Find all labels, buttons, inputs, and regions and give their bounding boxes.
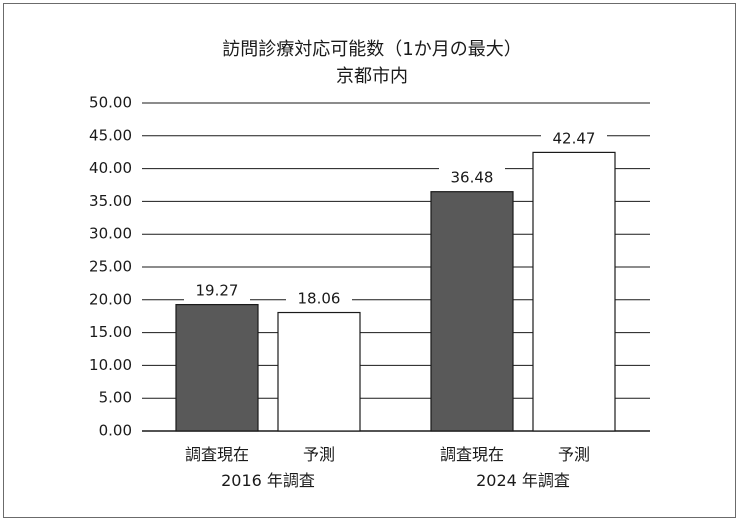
bar xyxy=(532,151,616,432)
y-tick-label: 10.00 xyxy=(89,356,132,374)
bar xyxy=(430,191,514,432)
data-label: 42.47 xyxy=(553,129,596,147)
y-tick-label: 35.00 xyxy=(89,192,132,210)
y-tick-label: 50.00 xyxy=(89,94,132,112)
y-tick-label: 45.00 xyxy=(89,126,132,144)
data-label: 36.48 xyxy=(451,169,494,187)
x-axis-labels: 調査現在 予測 2016 年調査 調査現在 予測 2024 年調査 xyxy=(185,445,590,490)
x-category-label: 調査現在 xyxy=(440,445,504,464)
x-category-label: 調査現在 xyxy=(185,445,249,464)
y-tick-label: 20.00 xyxy=(89,290,132,308)
chart-subtitle: 京都市内 xyxy=(336,66,408,87)
bar xyxy=(175,303,259,432)
data-labels: 19.27 18.06 36.48 42.47 xyxy=(184,128,607,309)
y-tick-label: 30.00 xyxy=(89,225,132,243)
y-axis-ticks: 0.00 5.00 10.00 15.00 20.00 25.00 30.00 35.00 40… xyxy=(89,94,132,440)
y-tick-label: 15.00 xyxy=(89,323,132,341)
data-label: 18.06 xyxy=(298,290,341,308)
y-tick-label: 25.00 xyxy=(89,258,132,276)
bar xyxy=(277,311,361,432)
y-tick-label: 40.00 xyxy=(89,159,132,177)
data-label: 19.27 xyxy=(196,282,239,300)
x-category-label: 予測 xyxy=(303,445,335,464)
bars xyxy=(175,151,616,432)
data-label-background xyxy=(286,288,352,309)
x-category-label: 予測 xyxy=(558,445,590,464)
chart-title: 訪問診療対応可能数（1か月の最大） xyxy=(222,39,521,60)
data-label-background xyxy=(439,167,505,188)
data-label-background xyxy=(541,128,607,149)
x-group-label: 2016 年調査 xyxy=(221,471,315,490)
data-label-background xyxy=(184,280,250,301)
x-group-label: 2024 年調査 xyxy=(476,471,570,490)
y-tick-label: 0.00 xyxy=(99,422,132,440)
y-tick-label: 5.00 xyxy=(99,389,132,407)
